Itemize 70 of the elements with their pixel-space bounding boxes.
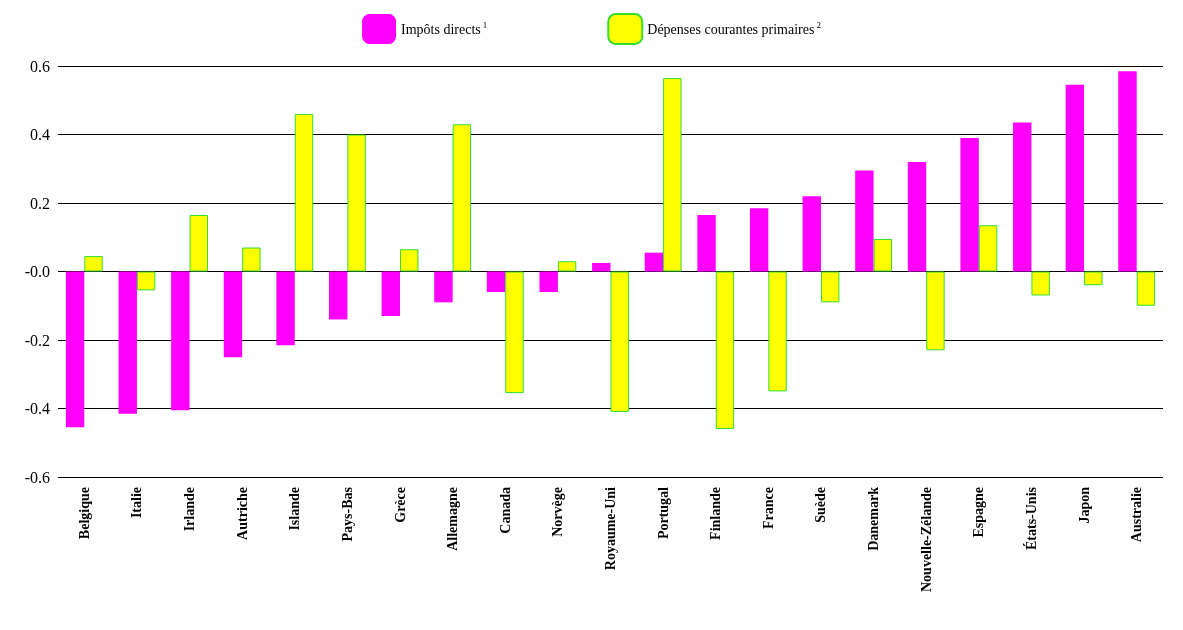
bar <box>644 252 664 272</box>
x-tick-label: Norvège <box>550 487 566 537</box>
bar <box>1031 271 1050 296</box>
bar <box>855 170 874 272</box>
bar <box>486 271 506 293</box>
bar <box>907 161 927 272</box>
bar <box>347 134 366 272</box>
x-tick-label: États-Unis <box>1022 486 1039 551</box>
bar <box>505 271 524 394</box>
bar <box>118 271 137 414</box>
x-tick-label: Portugal <box>655 486 671 540</box>
bar <box>223 271 243 358</box>
y-tick-label: -0.4 <box>24 400 50 417</box>
bar <box>1118 71 1137 272</box>
bar <box>434 271 453 303</box>
bar <box>960 137 979 272</box>
bar <box>749 208 769 272</box>
bar <box>697 214 716 272</box>
bar <box>381 271 401 317</box>
x-tick-label: Pays-Bas <box>339 486 355 542</box>
x-tick-label: Nouvelle-Zélande <box>918 487 934 592</box>
bar <box>189 214 208 272</box>
bar <box>768 271 787 392</box>
bar <box>84 256 103 272</box>
x-tick-label: Allemagne <box>445 487 461 551</box>
y-tick-label: 0.2 <box>30 194 50 212</box>
bar <box>1013 122 1032 272</box>
bar <box>610 271 629 412</box>
x-tick-label: Irlande <box>182 487 198 532</box>
bar <box>276 271 295 346</box>
bar <box>65 271 85 428</box>
bar <box>1065 84 1085 272</box>
y-tick-label: -0.0 <box>24 263 50 280</box>
x-tick-label: Islande <box>287 487 303 531</box>
bar <box>136 271 156 291</box>
bar <box>820 271 840 303</box>
bar <box>294 113 314 272</box>
bar <box>715 271 735 430</box>
bar <box>592 262 611 272</box>
bar <box>663 77 682 272</box>
x-tick-label: France <box>760 487 776 529</box>
x-tick-label: Finlande <box>708 487 724 540</box>
y-tick-label: -0.6 <box>24 468 50 486</box>
bar <box>926 271 945 351</box>
x-tick-label: Danemark <box>866 486 882 551</box>
bar <box>400 249 419 272</box>
bar <box>242 247 261 272</box>
x-tick-label: Australie <box>1129 487 1145 543</box>
bar <box>873 238 893 272</box>
bar <box>802 196 821 272</box>
y-tick-label: -0.2 <box>24 331 50 349</box>
bar <box>171 271 190 411</box>
x-tick-label: Espagne <box>971 487 987 538</box>
x-tick-label: Belgique <box>76 487 92 540</box>
y-tick-label: 0.4 <box>30 126 50 143</box>
x-tick-label: Suède <box>813 487 829 523</box>
x-tick-label: Japon <box>1076 486 1092 524</box>
bar <box>1136 271 1156 306</box>
bar <box>557 261 577 272</box>
bar <box>1084 271 1103 286</box>
x-tick-label: Canada <box>497 487 513 534</box>
x-tick-label: Royaume-Uni <box>603 486 618 571</box>
x-tick-label: Autriche <box>234 487 250 540</box>
bar <box>539 271 558 293</box>
bar <box>452 124 472 272</box>
bar <box>328 271 348 320</box>
x-tick-label: Italie <box>129 487 145 519</box>
y-tick-label: 0.6 <box>30 57 50 75</box>
bar <box>978 225 998 272</box>
x-tick-label: Grèce <box>392 487 408 523</box>
